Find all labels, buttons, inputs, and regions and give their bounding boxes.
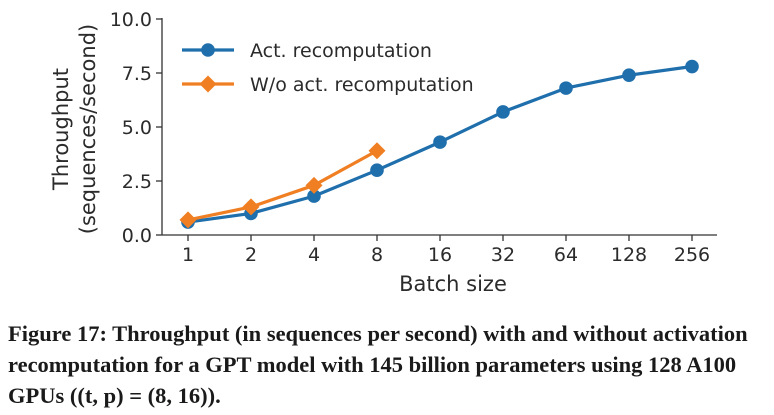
- x-tick-label: 256: [674, 244, 710, 266]
- x-tick-label: 32: [491, 244, 515, 266]
- data-point: [685, 59, 699, 74]
- x-tick-label: 2: [245, 244, 257, 266]
- y-tick-label: 2.5: [122, 171, 152, 193]
- series-layer: [179, 59, 699, 229]
- y-axis-label: Throughput (sequences/second): [49, 24, 100, 235]
- y-tick-label: 10.0: [110, 9, 152, 31]
- series-2: [179, 142, 386, 229]
- y-tick-label: 5.0: [122, 117, 152, 139]
- throughput-chart: 0.0 2.5 5.0 7.5 10.0 1 2 4 8 16 32 64 128 256 Act. re…: [49, 9, 717, 296]
- y-tick-label: 7.5: [122, 63, 152, 85]
- data-point: [370, 163, 384, 177]
- x-tick-label: 128: [611, 244, 647, 266]
- y-axis-label-line: Throughput: [49, 68, 73, 191]
- data-point: [307, 189, 321, 203]
- data-point: [496, 105, 510, 119]
- x-tick-label: 8: [371, 244, 383, 266]
- data-point: [433, 135, 447, 149]
- data-point: [305, 176, 323, 194]
- legend-label: Act. recomputation: [250, 40, 432, 62]
- legend-item: Act. recomputation: [182, 40, 432, 62]
- x-tick-label: 1: [182, 244, 194, 266]
- data-point: [242, 198, 260, 216]
- legend-marker: [199, 75, 217, 93]
- axes: 0.0 2.5 5.0 7.5 10.0 1 2 4 8 16 32 64 128 256: [110, 9, 717, 266]
- x-axis-label: Batch size: [399, 272, 507, 296]
- data-point: [622, 68, 636, 82]
- x-tick-label: 4: [308, 244, 320, 266]
- y-tick-label: 0.0: [122, 225, 152, 247]
- data-point: [559, 81, 573, 95]
- data-point: [368, 142, 386, 160]
- x-tick-label: 64: [554, 244, 578, 266]
- data-point: [179, 211, 197, 229]
- x-tick-label: 16: [428, 244, 452, 266]
- legend-marker: [201, 43, 215, 57]
- series-line: [187, 149, 378, 222]
- y-axis-label-line: (sequences/second): [76, 24, 100, 235]
- figure-caption: Figure 17: Throughput (in sequences per …: [8, 321, 748, 408]
- legend: Act. recomputation W/o act. recomputation: [182, 40, 474, 96]
- legend-item: W/o act. recomputation: [182, 74, 474, 96]
- legend-label: W/o act. recomputation: [250, 74, 474, 96]
